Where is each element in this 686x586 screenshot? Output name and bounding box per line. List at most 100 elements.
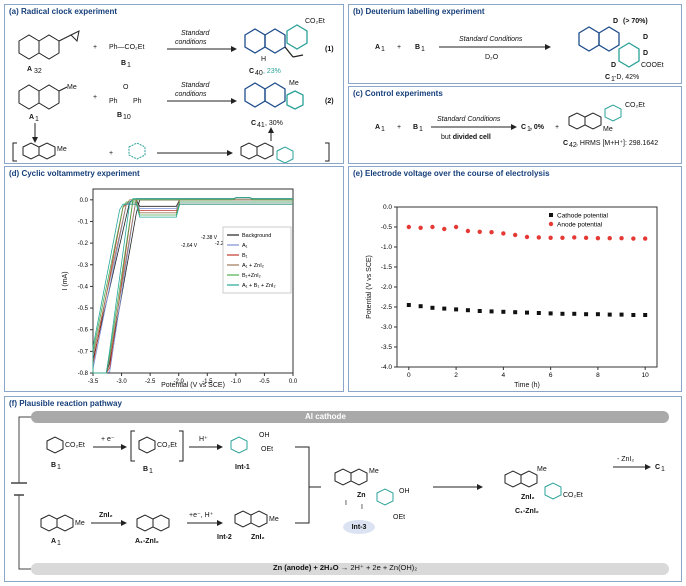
- cathode-point: [572, 311, 577, 316]
- c-c1-sub: 1: [527, 126, 531, 133]
- cond2-line2: conditions: [175, 91, 207, 98]
- c1-zni2-structure: [504, 470, 562, 500]
- b-b1: B: [415, 44, 420, 51]
- c-plus2: +: [555, 124, 559, 131]
- c41-yield: , 30%: [265, 120, 283, 127]
- arrow-zni2-head: [121, 520, 127, 526]
- f-a1-me: Me: [75, 520, 85, 527]
- cathode-point: [595, 312, 600, 317]
- c-c42: C: [563, 140, 568, 147]
- plus-1: +: [93, 44, 97, 51]
- ev-ylabel: Potential (V vs SCE): [366, 255, 373, 319]
- ev-xtick-label: 6: [549, 372, 553, 379]
- panel-a-title: (a) Radical clock experiment: [9, 7, 118, 16]
- ev-ytick-label: -3.0: [381, 324, 393, 331]
- a32-structure: [18, 30, 80, 60]
- a1-zni2-structure: [136, 514, 170, 532]
- cv-legend: Background A₁ B₁ A₁ + ZnI₂ B₁+ZnI₂ A₁ + B₁ + …: [222, 226, 292, 294]
- anode-arrow: →: [340, 563, 349, 572]
- a32-label: A: [27, 66, 32, 73]
- arrow-2-head: [231, 98, 237, 104]
- ev-legend: Cathode potential Anode potential: [548, 213, 609, 229]
- cathode-point: [489, 309, 494, 314]
- arrow-1-head: [231, 46, 237, 52]
- cv-ytick-label: -0.6: [78, 328, 89, 334]
- int3-oet: OEt: [393, 514, 405, 521]
- cathode-point: [501, 309, 506, 314]
- anode-point: [477, 229, 482, 234]
- b1-ring: [46, 436, 64, 454]
- cv-xlabel: Potential (V vs SCE): [161, 382, 225, 389]
- b-a1-sub: 1: [381, 46, 385, 53]
- c41-label: C: [251, 120, 256, 127]
- cv-xtick-label: -2.5: [145, 379, 156, 385]
- c-b1-sub: 1: [419, 126, 423, 133]
- f-b1rad: B: [143, 466, 148, 473]
- anode-point: [418, 225, 423, 230]
- anode-products: 2H⁺ + 2e + Zn(OH)₂: [350, 563, 418, 572]
- int2-structure: [234, 510, 268, 528]
- cathode-point: [619, 312, 624, 317]
- anode-point: [572, 235, 577, 240]
- panel-f-title: (f) Plausible reaction pathway: [9, 399, 122, 408]
- b-product-suffix: -D, 42%: [614, 74, 639, 81]
- c42-structure: [568, 104, 622, 130]
- down-arrow-head: [32, 137, 38, 143]
- cv-ytick-label: -0.4: [78, 284, 89, 290]
- arrow-h-head: [217, 444, 223, 450]
- merge-brace: [295, 446, 321, 524]
- ev-xtick-label: 10: [642, 372, 650, 379]
- b-percent: (> 70%): [623, 18, 648, 25]
- cv-legend-label: A₁ + B₁ + ZnI₂: [242, 283, 276, 289]
- b1-co2et: CO₂Et: [65, 442, 85, 449]
- int3-zn: Zn: [357, 492, 366, 499]
- cv-legend-label: B₁+ZnI₂: [242, 273, 261, 279]
- c-b1: B: [413, 124, 418, 131]
- c-cond2-pre: but: [441, 134, 453, 141]
- cathode-point: [418, 304, 423, 309]
- ev-ytick-label: -4.0: [381, 364, 393, 371]
- f-c1: C: [655, 464, 660, 471]
- eq-1: (1): [325, 46, 334, 53]
- c41-me: Me: [289, 80, 299, 87]
- anode-point: [512, 232, 518, 238]
- f-int2: Int-2: [217, 534, 232, 541]
- cathode-point: [560, 311, 565, 316]
- cathode-point: [607, 312, 612, 317]
- c1d-structure: [578, 26, 640, 68]
- int3-oh: OH: [399, 488, 410, 495]
- a1-structure: [18, 84, 68, 110]
- cathode-point: [631, 313, 636, 317]
- b10-ph-left: Ph: [109, 98, 118, 105]
- f-a1: A: [51, 538, 56, 545]
- cathode-point: [548, 311, 553, 316]
- arrow-e-head: [121, 444, 127, 450]
- arrow-final-head: [645, 464, 651, 470]
- cv-ytick-label: -0.3: [78, 263, 89, 269]
- cathode-point: [525, 310, 529, 315]
- eq-2: (2): [325, 98, 334, 105]
- b1rad-bracket: [130, 430, 184, 462]
- a1-me: Me: [67, 84, 77, 91]
- anode-point: [536, 235, 542, 240]
- int3-i-2: I: [361, 504, 363, 511]
- cv-ytick-label: -0.8: [78, 371, 89, 377]
- cv-legend-label: A₁: [242, 243, 248, 249]
- ev-legend-label: Anode potential: [557, 222, 603, 229]
- f-minus-zni2: - ZnI₂: [617, 456, 634, 463]
- b-product: C: [605, 74, 610, 81]
- cathode-point: [477, 309, 482, 313]
- anode-point: [453, 224, 459, 230]
- c41-structure: [244, 82, 304, 110]
- int2-zni2: ZnI₂: [251, 534, 265, 541]
- ev-ytick-label: -0.5: [381, 224, 393, 231]
- c40-co2et: CO₂Et: [305, 18, 325, 25]
- int3-i-1: I: [345, 500, 347, 507]
- cathode-point: [454, 307, 459, 312]
- c40-structure: [244, 24, 308, 58]
- cv-plot-area: [92, 188, 294, 374]
- cathode-point: [406, 303, 411, 307]
- cathode-point: [584, 312, 589, 317]
- b10-label: B: [117, 112, 122, 119]
- cathode-point: [536, 311, 541, 315]
